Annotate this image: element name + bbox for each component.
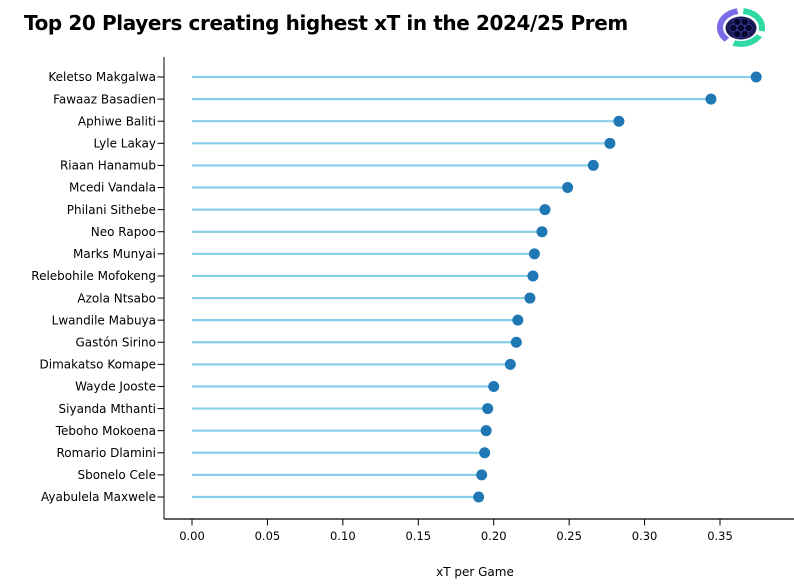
x-tick-label: 0.15 [405, 529, 431, 543]
data-point-dot [613, 115, 625, 127]
data-point-dot [473, 491, 485, 503]
data-point-dot [562, 182, 574, 194]
player-name-label: Wayde Jooste [75, 380, 156, 394]
data-point-dot [510, 336, 522, 348]
player-name-label: Mcedi Vandala [69, 181, 156, 195]
player-name-label: Philani Sithebe [67, 203, 156, 217]
x-tick-label: 0.00 [179, 529, 205, 543]
x-tick-label: 0.10 [330, 529, 356, 543]
player-name-label: Teboho Mokoena [55, 424, 156, 438]
player-name-label: Lyle Lakay [94, 137, 156, 151]
player-name-label: Azola Ntsabo [77, 291, 156, 305]
x-tick-label: 0.30 [632, 529, 658, 543]
x-tick-label: 0.25 [556, 529, 582, 543]
player-name-label: Keletso Makgalwa [48, 70, 156, 84]
data-point-dot [504, 358, 516, 370]
data-point-dot [488, 380, 500, 392]
data-point-dot [480, 425, 492, 437]
data-point-dot [476, 469, 488, 481]
data-point-dot [527, 270, 539, 282]
x-tick-label: 0.05 [255, 529, 281, 543]
player-name-label: Lwandile Mabuya [52, 313, 156, 327]
player-name-label: Siyanda Mthanti [59, 402, 156, 416]
chart-title: Top 20 Players creating highest xT in th… [24, 11, 628, 35]
player-name-label: Dimakatso Komape [40, 358, 156, 372]
soccer-ball-icon [725, 16, 757, 39]
data-point-dot [750, 71, 762, 83]
player-name-label: Fawaaz Basadien [53, 92, 156, 106]
league-logo [717, 8, 765, 47]
data-point-dot [528, 248, 540, 260]
chart-series [192, 71, 762, 503]
data-point-dot [539, 204, 551, 216]
data-point-dot [512, 314, 524, 326]
player-name-label: Neo Rapoo [91, 225, 156, 239]
data-point-dot [479, 447, 491, 459]
x-tick-label: 0.20 [481, 529, 507, 543]
player-name-label: Aphiwe Baliti [78, 114, 156, 128]
data-point-dot [536, 226, 548, 238]
data-point-dot [524, 292, 536, 304]
player-name-label: Relebohile Mofokeng [31, 269, 156, 283]
player-name-label: Sbonelo Cele [77, 468, 156, 482]
player-name-label: Marks Munyai [73, 247, 156, 261]
soccer-ball-pattern [728, 17, 754, 38]
data-point-dot [604, 137, 616, 149]
player-name-label: Riaan Hanamub [60, 159, 156, 173]
chart-axes: 0.00 0.05 0.10 0.15 0.20 0.25 0.30 0.35 xT per G… [31, 57, 794, 579]
data-point-dot [587, 159, 599, 171]
data-point-dot [482, 403, 494, 415]
x-axis-label: xT per Game [436, 565, 514, 579]
x-tick-label: 0.35 [707, 529, 733, 543]
player-name-label: Ayabulela Maxwele [41, 490, 156, 504]
player-name-label: Romario Dlamini [57, 446, 157, 460]
player-name-label: Gastón Sirino [75, 335, 156, 349]
data-point-dot [705, 93, 717, 105]
